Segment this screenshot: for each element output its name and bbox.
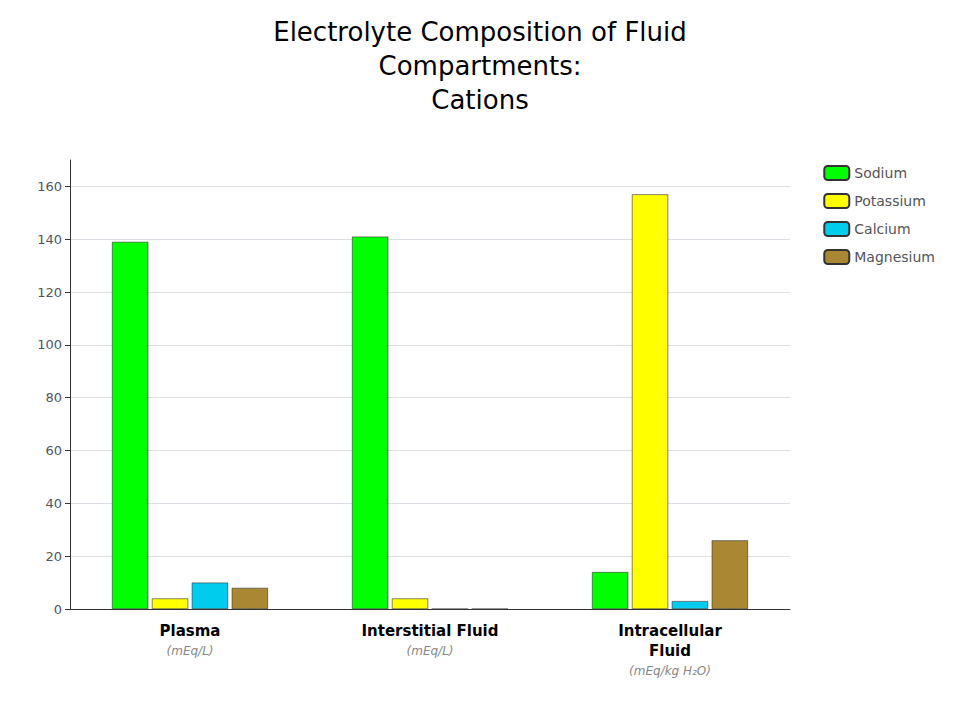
svg-text:100: 100	[37, 337, 62, 352]
svg-text:80: 80	[45, 390, 62, 405]
svg-text:Intracellular: Intracellular	[618, 622, 722, 640]
svg-text:Compartments:: Compartments:	[378, 51, 581, 81]
svg-text:160: 160	[37, 179, 62, 194]
svg-text:(mEq/L): (mEq/L)	[407, 644, 454, 658]
svg-text:60: 60	[45, 443, 62, 458]
svg-text:20: 20	[45, 549, 62, 564]
svg-text:Calcium: Calcium	[854, 221, 910, 237]
svg-text:(mEq/L): (mEq/L)	[167, 644, 214, 658]
svg-text:Fluid: Fluid	[649, 642, 691, 660]
svg-text:Magnesium: Magnesium	[854, 249, 935, 265]
svg-text:Sodium: Sodium	[854, 165, 907, 181]
svg-text:Potassium: Potassium	[854, 193, 926, 209]
svg-text:(mEq/kg H₂O): (mEq/kg H₂O)	[629, 664, 711, 678]
svg-text:Electrolyte Composition of Flu: Electrolyte Composition of Fluid	[273, 17, 687, 47]
svg-text:0: 0	[54, 602, 62, 617]
svg-text:140: 140	[37, 232, 62, 247]
svg-text:120: 120	[37, 285, 62, 300]
svg-text:Cations: Cations	[431, 85, 528, 115]
svg-text:Interstitial Fluid: Interstitial Fluid	[362, 622, 499, 640]
svg-text:40: 40	[45, 496, 62, 511]
svg-text:Plasma: Plasma	[160, 622, 221, 640]
